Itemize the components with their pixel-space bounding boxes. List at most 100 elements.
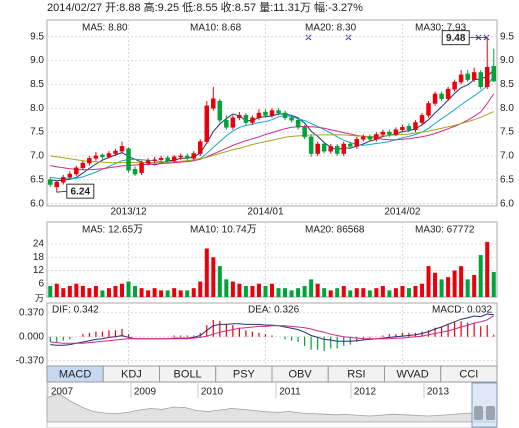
volume-bar [54, 283, 59, 297]
volume-bar [217, 266, 222, 297]
candle-body [61, 177, 66, 183]
candle-body [126, 148, 131, 171]
volume-unit: 万 [35, 293, 44, 303]
candle-body [484, 66, 490, 88]
candle-body [178, 155, 183, 158]
volume-bar [367, 290, 372, 297]
navigator-area [46, 393, 498, 423]
volume-bar [80, 285, 85, 297]
candle-body [224, 119, 229, 128]
candle-body [204, 105, 210, 142]
y-tick-label: -0.370 [16, 355, 45, 366]
volume-bar [302, 285, 307, 297]
volume-bar [191, 288, 196, 297]
candle-body [158, 158, 164, 160]
tab[interactable] [440, 365, 498, 383]
candle-body [328, 146, 333, 152]
ma-line [50, 93, 495, 171]
tab-label: MACD [59, 368, 91, 380]
x-tick-label: 2013/12 [110, 207, 147, 218]
x-tick-label: 2014/02 [384, 207, 421, 218]
volume-bar [106, 288, 111, 297]
candle-body [54, 181, 60, 188]
candle-body [452, 81, 457, 90]
volume-bar [126, 281, 131, 297]
ma-line [50, 69, 495, 182]
candle-body [458, 74, 464, 83]
candle-body [400, 127, 405, 130]
annotation-box [66, 183, 95, 199]
candle-body [406, 126, 412, 130]
volume-bar [93, 285, 98, 297]
candle-body [67, 173, 73, 178]
candle-body [374, 134, 379, 140]
y-tick-label-right: 9.0 [500, 55, 514, 66]
volume-bar [204, 248, 209, 297]
candle-body [230, 117, 236, 128]
candle-body [465, 73, 470, 80]
candle-body [348, 143, 353, 147]
candle-body [145, 160, 151, 164]
volume-bar [348, 290, 353, 297]
navigator-year: 2007 [51, 387, 74, 398]
legend-label: MA20: 8.30 [305, 23, 357, 34]
candle-body [445, 88, 451, 99]
volume-bar [485, 241, 490, 297]
navigator-year: 2009 [134, 387, 157, 398]
macd-line [50, 315, 494, 344]
ma-line [50, 75, 495, 180]
candle-body [87, 158, 92, 164]
candle-body [432, 93, 438, 104]
volume-bar [165, 290, 170, 297]
candle-body [119, 146, 125, 152]
volume-bar [211, 257, 216, 297]
candle-body [419, 115, 425, 123]
y-tick-label: 9.0 [30, 55, 44, 66]
volume-bar [198, 281, 203, 297]
candle-body [315, 143, 320, 154]
volume-bar [459, 266, 464, 297]
legend-label: DIF: 0.342 [52, 305, 99, 316]
volume-bar [120, 283, 124, 297]
candle-body [295, 119, 301, 128]
y-tick-label-right: 8.5 [500, 79, 514, 90]
y-tick-label: 6 [38, 278, 44, 289]
volume-bar [413, 285, 418, 297]
y-tick-label: 8.5 [30, 79, 44, 90]
y-tick-label: 6.0 [30, 198, 44, 209]
macd-line [50, 313, 494, 346]
volume-bar [452, 270, 457, 297]
volume-bar [270, 283, 274, 297]
volume-bar [178, 290, 183, 297]
navigator-window[interactable] [471, 382, 498, 428]
legend-label: MA5: 8.80 [82, 23, 128, 34]
volume-bar [185, 290, 190, 297]
volume-bar [250, 285, 255, 297]
candle-body [139, 162, 144, 173]
volume-bar [48, 285, 53, 297]
legend-label: MA5: 12.65万 [82, 225, 143, 236]
candle-body [269, 110, 275, 116]
volume-bar [263, 285, 268, 297]
volume-bar [67, 285, 72, 297]
volume-bar [361, 288, 366, 297]
candle-body [282, 112, 288, 119]
volume-bar [465, 279, 470, 297]
y-tick-label: 8.0 [30, 103, 44, 114]
candle-body [276, 110, 281, 114]
candle-body [387, 131, 392, 135]
navigator-handle[interactable] [486, 406, 495, 420]
navigator-handle[interactable] [474, 406, 483, 420]
candle-body [354, 138, 360, 147]
candle-body [100, 154, 105, 158]
candle-body [48, 179, 53, 185]
candle-body [113, 150, 118, 154]
volume-bar [230, 281, 235, 297]
volume-bar [406, 288, 411, 297]
volume-bar [309, 279, 314, 297]
volume-bar [420, 283, 424, 297]
navigator-year: 2010 [201, 387, 224, 398]
legend-label: DEA: 0.326 [248, 305, 300, 316]
candle-body [132, 169, 138, 175]
candle-body [191, 153, 196, 159]
